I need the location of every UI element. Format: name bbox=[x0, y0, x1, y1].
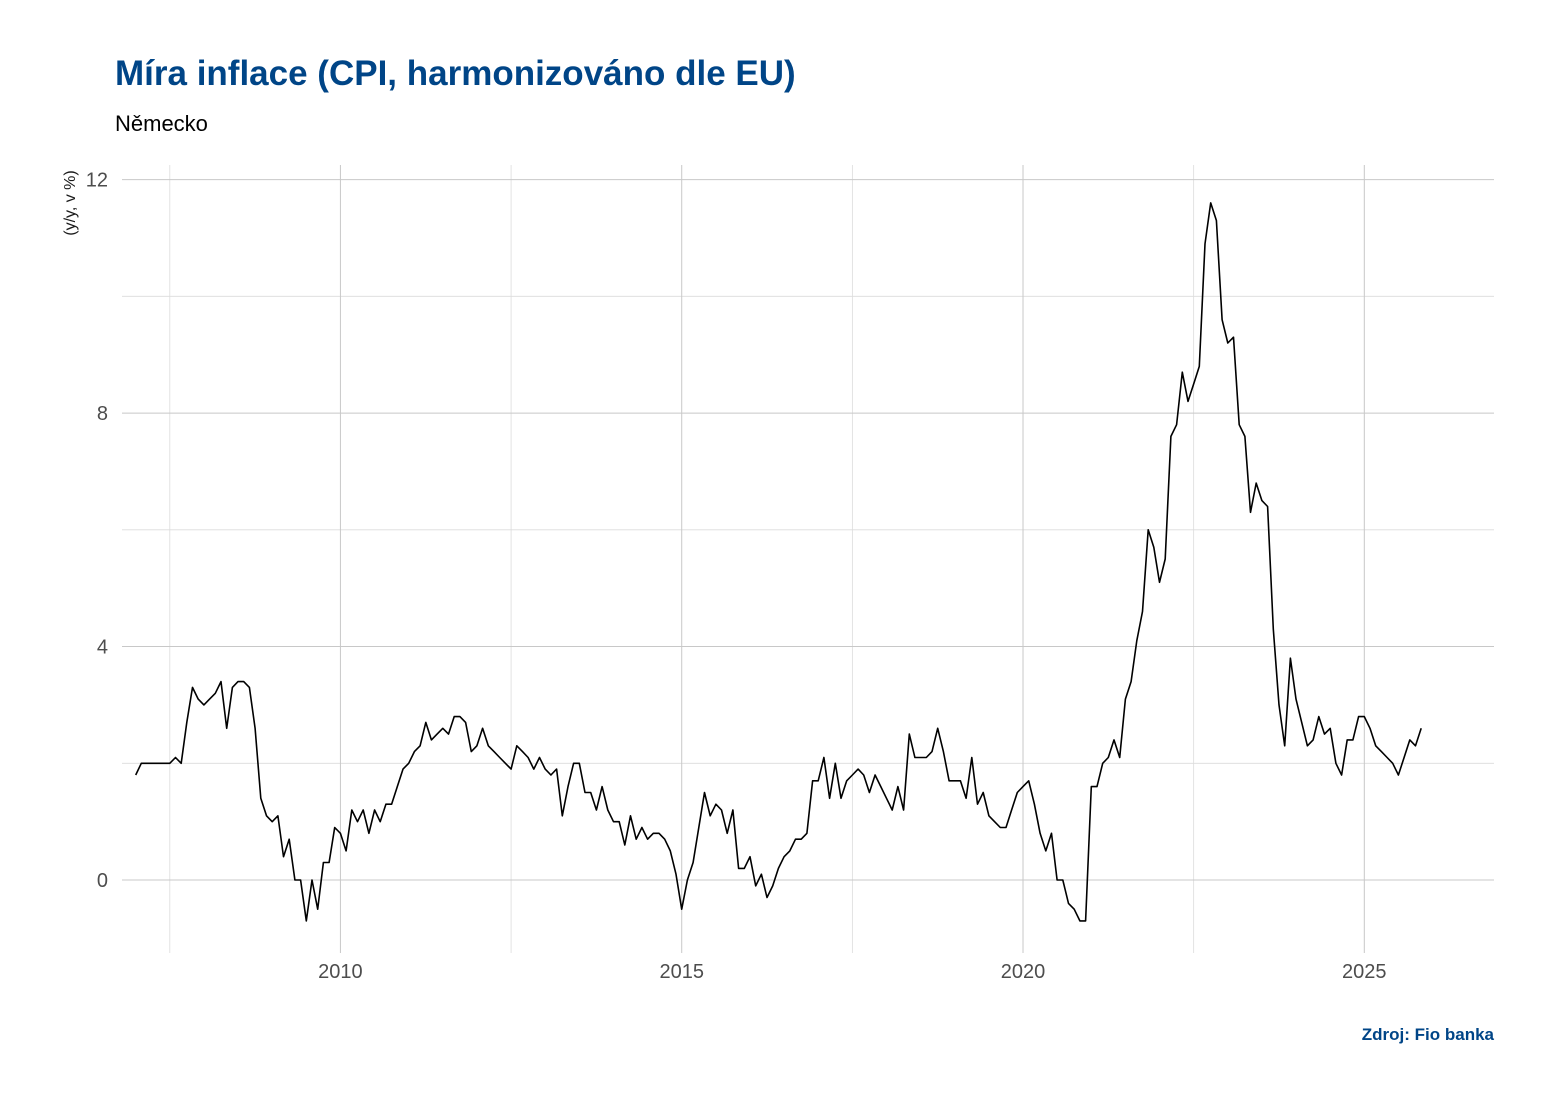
chart-subtitle: Německo bbox=[115, 111, 208, 136]
minor-gridlines bbox=[122, 165, 1494, 953]
x-axis-ticks: 2010 2015 2020 2025 bbox=[318, 961, 1386, 983]
y-axis-label: (y/y, v %) bbox=[62, 170, 79, 235]
x-tick-label: 2020 bbox=[1001, 961, 1046, 983]
x-tick-label: 2010 bbox=[318, 961, 363, 983]
source-caption: Zdroj: Fio banka bbox=[1361, 1025, 1494, 1044]
y-tick-label: 0 bbox=[97, 870, 108, 892]
y-tick-label: 12 bbox=[86, 170, 108, 192]
y-tick-label: 8 bbox=[97, 403, 108, 425]
series-line bbox=[134, 202, 1422, 922]
x-tick-label: 2015 bbox=[659, 961, 704, 983]
y-axis-ticks: 0 4 8 12 bbox=[86, 170, 108, 892]
y-tick-label: 4 bbox=[97, 637, 108, 659]
major-gridlines bbox=[122, 165, 1494, 953]
x-tick-label: 2025 bbox=[1342, 961, 1387, 983]
series-lines bbox=[134, 202, 1422, 922]
chart-title: Míra inflace (CPI, harmonizováno dle EU) bbox=[115, 54, 796, 93]
